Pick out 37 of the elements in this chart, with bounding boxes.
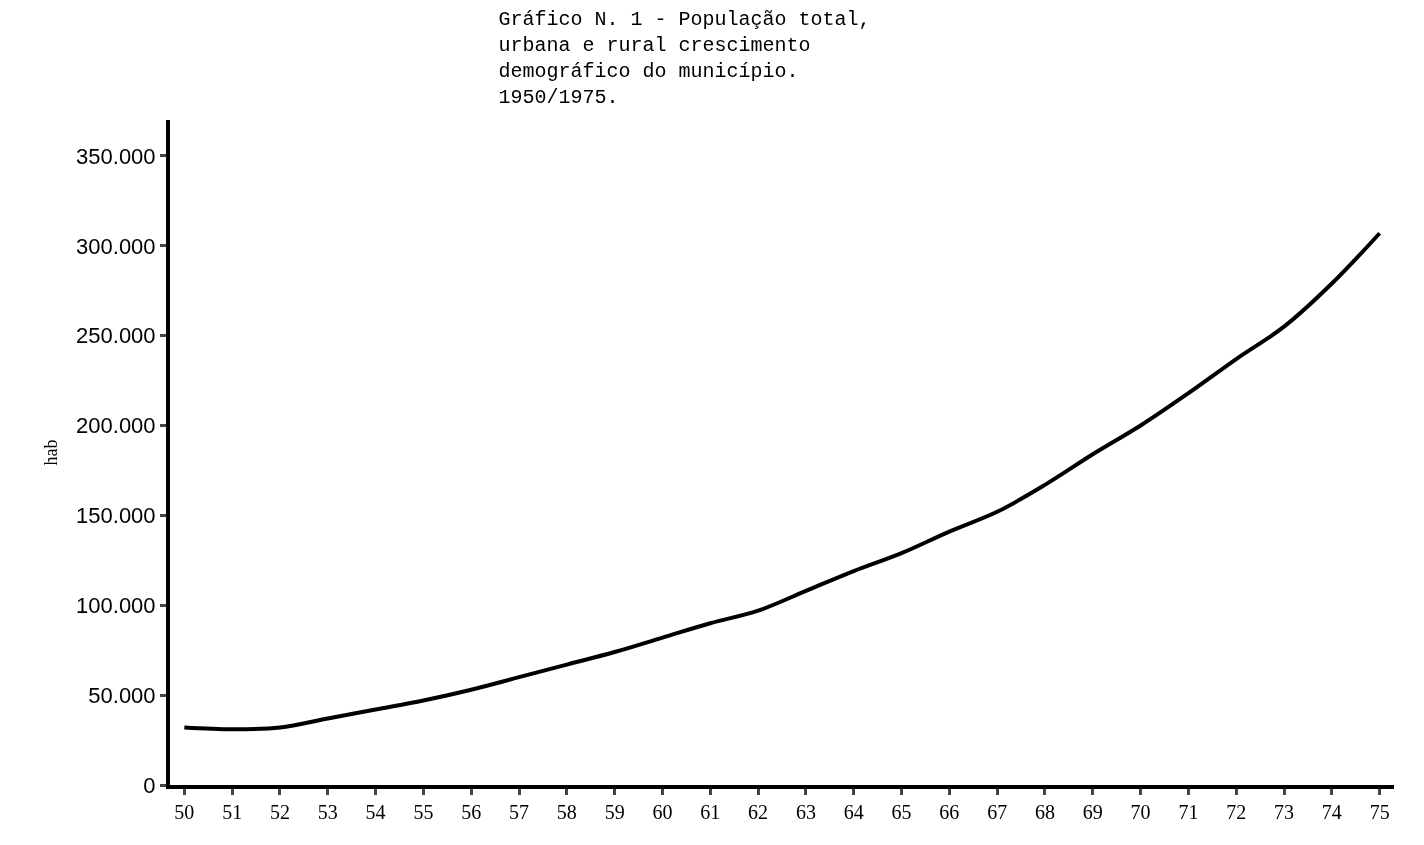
x-tick-label: 66 xyxy=(939,801,960,823)
x-tick-label: 62 xyxy=(748,801,769,823)
x-tick-label: 55 xyxy=(413,801,434,823)
x-tick-label: 54 xyxy=(365,801,386,823)
x-tick-label: 61 xyxy=(700,801,721,823)
y-tick-label: 100.000 xyxy=(76,592,156,618)
y-tick-label: 200.000 xyxy=(76,413,156,439)
x-tick-label: 58 xyxy=(556,801,577,823)
y-tick-label: 150.000 xyxy=(76,503,156,529)
y-tick-label: 350.000 xyxy=(76,143,156,169)
x-tick-label: 69 xyxy=(1082,801,1103,823)
x-tick-label: 75 xyxy=(1369,801,1390,823)
x-tick-label: 68 xyxy=(1034,801,1055,823)
x-tick-label: 50 xyxy=(174,801,195,823)
x-tick-label: 70 xyxy=(1130,801,1151,823)
x-tick-label: 65 xyxy=(891,801,912,823)
x-tick-label: 51 xyxy=(222,801,243,823)
x-tick-label: 73 xyxy=(1274,801,1295,823)
x-tick-label: 63 xyxy=(795,801,816,823)
y-axis-title: hab xyxy=(40,439,61,466)
x-tick-label: 64 xyxy=(843,801,864,823)
x-tick-label: 71 xyxy=(1178,801,1199,823)
x-tick-label: 53 xyxy=(317,801,338,823)
y-tick-label: 0 xyxy=(143,772,156,798)
x-tick-label: 72 xyxy=(1226,801,1247,823)
x-tick-label: 60 xyxy=(652,801,673,823)
x-tick-label: 57 xyxy=(509,801,530,823)
y-tick-label: 250.000 xyxy=(76,323,156,349)
line-series xyxy=(182,231,1382,732)
x-tick-label: 67 xyxy=(987,801,1008,823)
y-tick-label: 300.000 xyxy=(76,233,156,259)
x-tick-label: 74 xyxy=(1321,801,1342,823)
chart-title: Gráfico N. 1 - População total, urbana e rural crescimento demográfico do município. 1950/1975. xyxy=(498,8,871,110)
x-tick-label: 59 xyxy=(604,801,625,823)
x-tick-label: 52 xyxy=(269,801,290,823)
y-tick-label: 50.000 xyxy=(88,682,156,708)
x-tick-label: 56 xyxy=(461,801,482,823)
